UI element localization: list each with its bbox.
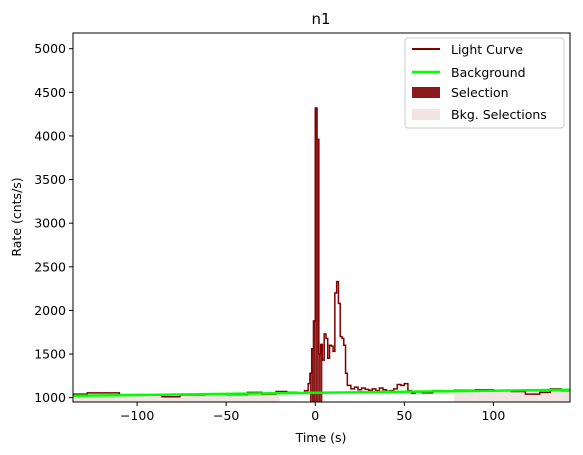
legend-box [404, 37, 565, 129]
selection-bar [320, 344, 323, 402]
bkg-selection-bar [550, 388, 562, 402]
bkg-selection-bar [493, 390, 512, 402]
y-tick-label: 4000 [34, 128, 66, 143]
x-axis: −100 −50 0 50 100 [120, 402, 505, 423]
bkg-selection-bar [87, 392, 120, 402]
y-tick-label: 3500 [34, 172, 66, 187]
bkg-selection-bar [454, 390, 476, 402]
y-axis-label: Rate (cnts/s) [9, 177, 24, 256]
y-tick-label: 2500 [34, 259, 66, 274]
x-tick-label: 100 [481, 408, 505, 423]
selection-bar [311, 348, 314, 402]
background-line [72, 388, 571, 397]
plot-frame [72, 32, 571, 403]
legend-label-background: Background [451, 65, 526, 80]
y-tick-label: 5000 [34, 41, 66, 56]
background-layer [72, 388, 571, 397]
bkg-selection-layer [73, 388, 570, 402]
legend-label-bkg-selections: Bkg. Selections [451, 107, 547, 122]
legend-swatch-selection [412, 87, 440, 98]
bkg-selection-bar [247, 392, 262, 402]
bkg-selection-bar [276, 391, 280, 402]
bkg-selection-bar [561, 390, 570, 402]
x-tick-label: −100 [120, 408, 154, 423]
x-tick-label: −50 [213, 408, 239, 423]
selection-bar [317, 139, 319, 402]
bkg-selection-bar [119, 394, 145, 402]
bkg-selection-bar [525, 394, 540, 402]
bkg-selection-bar [539, 392, 551, 402]
bkg-selection-bar [144, 395, 163, 402]
x-axis-label: Time (s) [295, 430, 347, 445]
bkg-selection-bar [261, 394, 277, 402]
x-tick-label: 0 [311, 408, 319, 423]
selection-bar [309, 373, 312, 402]
bkg-selection-bar [179, 395, 205, 402]
selection-layer [309, 108, 323, 403]
y-tick-label: 1000 [34, 390, 66, 405]
y-tick-label: 2000 [34, 303, 66, 318]
x-tick-label: 50 [396, 408, 412, 423]
selection-bar [313, 320, 316, 402]
bkg-selection-bar [226, 394, 248, 402]
legend: Light Curve Background Selection Bkg. Se… [404, 37, 565, 129]
y-axis: 1000 1500 2000 2500 3000 3500 4000 4500 5000 [34, 41, 73, 405]
bkg-selection-bar [511, 391, 526, 402]
legend-label-light-curve: Light Curve [451, 42, 523, 57]
legend-swatch-bkg-selections [412, 109, 440, 120]
selection-bar [315, 108, 318, 403]
selection-bar [318, 354, 321, 402]
y-tick-label: 3000 [34, 216, 66, 231]
chart-title: n1 [311, 10, 330, 28]
y-tick-label: 1500 [34, 347, 66, 362]
legend-label-selection: Selection [451, 85, 509, 100]
bkg-selection-bar [73, 394, 88, 402]
bkg-selection-bar [204, 394, 227, 402]
bkg-selection-bar [475, 389, 494, 402]
bkg-selection-bar [162, 396, 180, 402]
y-tick-label: 4500 [34, 85, 66, 100]
